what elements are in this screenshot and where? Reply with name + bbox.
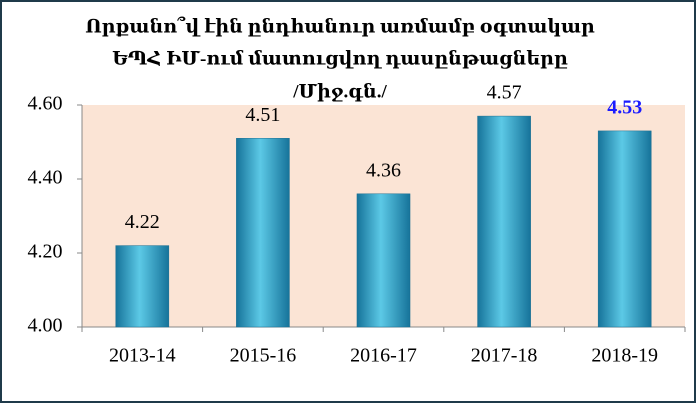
chart-title: Որքանո՞վ էին ընդհանուր առմամբ օգտակար xyxy=(85,16,595,37)
bar xyxy=(236,138,290,328)
bar xyxy=(356,193,411,328)
y-tick-label: 4.60 xyxy=(28,93,63,115)
x-tick-label: 2015-16 xyxy=(230,345,297,367)
bar xyxy=(597,130,652,328)
x-tick-label: 2017-18 xyxy=(471,345,538,367)
chart-title: ԵՊՀ ԻՄ-ում մատուցվող դասընթացները xyxy=(112,48,568,69)
x-tick-label: 2013-14 xyxy=(109,345,176,367)
data-label: 4.57 xyxy=(487,82,522,104)
y-tick-label: 4.40 xyxy=(28,167,63,189)
y-tick-label: 4.20 xyxy=(28,241,63,263)
x-tick-label: 2016-17 xyxy=(350,345,417,367)
bar xyxy=(115,245,170,328)
data-label: 4.53 xyxy=(607,96,642,118)
chart-title: /Միջ.գն./ xyxy=(292,81,387,102)
data-label: 4.51 xyxy=(245,104,280,126)
data-label: 4.36 xyxy=(366,159,401,181)
data-label: 4.22 xyxy=(125,211,160,233)
x-tick-label: 2018-19 xyxy=(591,345,658,367)
y-tick-label: 4.00 xyxy=(28,315,63,337)
bar xyxy=(477,115,531,328)
